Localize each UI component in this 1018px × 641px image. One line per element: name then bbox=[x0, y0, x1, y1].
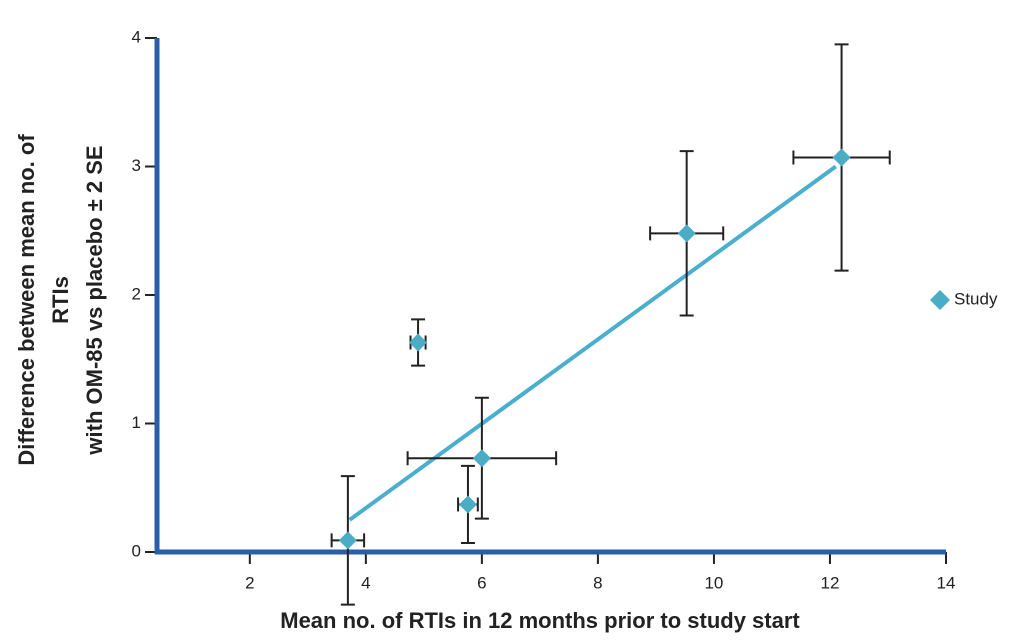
y-tick-label: 2 bbox=[132, 284, 141, 303]
point bbox=[409, 334, 427, 352]
point bbox=[459, 495, 477, 513]
x-tick-label: 12 bbox=[821, 573, 840, 592]
y-tick-label: 4 bbox=[132, 27, 141, 46]
y-tick-label: 3 bbox=[132, 156, 141, 175]
y-tick-label: 0 bbox=[132, 541, 141, 560]
x-tick-label: 2 bbox=[245, 573, 254, 592]
point bbox=[833, 149, 851, 167]
y-tick-label: 1 bbox=[132, 413, 141, 432]
point bbox=[678, 224, 696, 242]
chart: Mean no. of RTIs in 12 months prior to s… bbox=[0, 0, 1018, 641]
x-tick-label: 6 bbox=[477, 573, 486, 592]
y-axis-label: Difference between mean no. of bbox=[14, 134, 39, 466]
point bbox=[473, 449, 491, 467]
x-tick-label: 10 bbox=[704, 573, 723, 592]
x-tick-label: 14 bbox=[937, 573, 956, 592]
y-axis-label: RTIs bbox=[48, 276, 73, 324]
point bbox=[339, 531, 357, 549]
y-axis-label: with OM-85 vs placebo ± 2 SE bbox=[82, 145, 107, 455]
legend-marker bbox=[930, 290, 950, 310]
x-tick-label: 8 bbox=[593, 573, 602, 592]
legend-label: Study bbox=[954, 289, 998, 308]
x-tick-label: 4 bbox=[361, 573, 370, 592]
x-axis-label: Mean no. of RTIs in 12 months prior to s… bbox=[280, 608, 800, 633]
